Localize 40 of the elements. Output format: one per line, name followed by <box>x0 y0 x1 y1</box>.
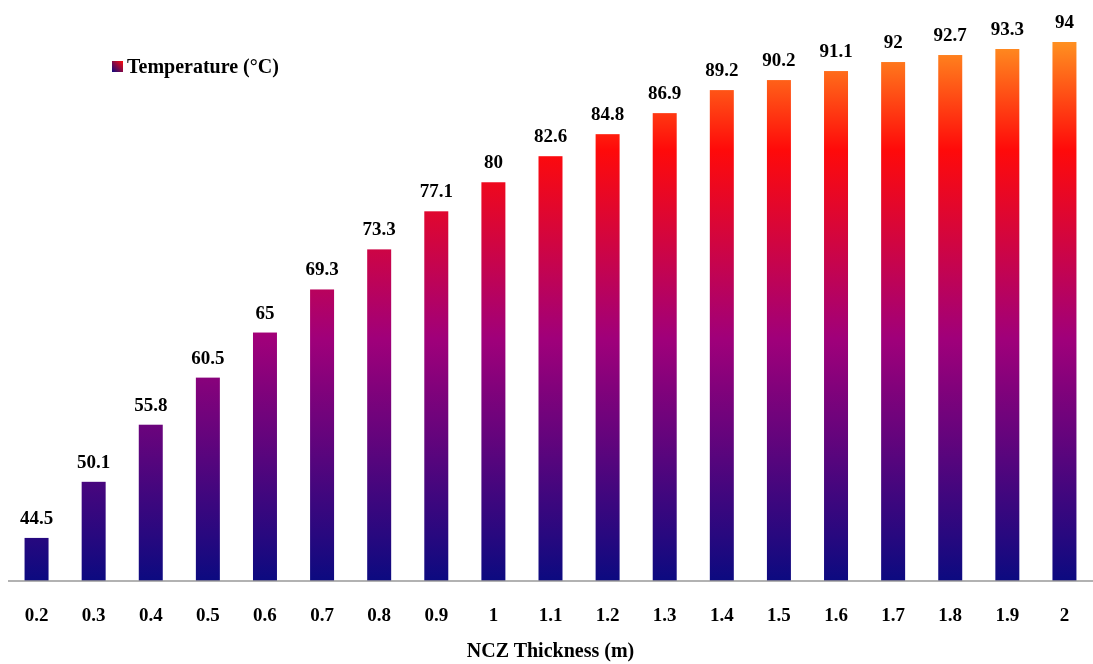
data-label: 44.5 <box>19 506 54 528</box>
x-tick-label: 1.7 <box>881 604 906 625</box>
data-label: 84.8 <box>590 103 625 125</box>
x-tick-label: 0.5 <box>195 604 220 625</box>
x-tick-label: 0.4 <box>138 604 164 625</box>
data-label: 73.3 <box>362 218 396 240</box>
x-tick-label: 1.8 <box>938 604 963 625</box>
x-tick-label: 1 <box>488 604 499 625</box>
data-label: 55.8 <box>134 393 168 415</box>
data-label: 77.1 <box>419 180 453 202</box>
x-tick-label: 0.6 <box>253 604 277 625</box>
data-label: 94 <box>1054 11 1075 32</box>
data-label: 93.3 <box>990 18 1024 40</box>
data-label: 86.9 <box>648 82 682 104</box>
data-label: 65 <box>255 301 275 323</box>
x-tick-label: 1.6 <box>824 604 848 625</box>
legend-label: Temperature (°C) <box>127 55 279 78</box>
x-tick-label: 1.1 <box>538 604 563 625</box>
x-tick-label: 0.9 <box>424 604 449 625</box>
x-tick-label: 1.3 <box>652 604 677 625</box>
x-tick-label: 1.2 <box>595 604 620 625</box>
data-label: 91.1 <box>819 40 853 62</box>
data-label: 89.2 <box>705 59 739 81</box>
data-label: 92.7 <box>933 24 968 46</box>
x-tick-label: 0.8 <box>367 604 392 625</box>
x-tick-label: 0.7 <box>310 604 335 625</box>
data-label: 92 <box>883 31 903 53</box>
data-label: 69.3 <box>305 258 339 280</box>
data-label: 90.2 <box>762 49 796 71</box>
x-tick-label: 0.3 <box>81 604 106 625</box>
x-tick-label: 0.2 <box>24 604 49 625</box>
x-axis-title: NCZ Thickness (m) <box>466 639 635 662</box>
data-label: 82.6 <box>533 125 568 147</box>
x-tick-label: 1.9 <box>995 604 1020 625</box>
data-label: 80 <box>483 151 503 173</box>
data-label: 50.1 <box>77 450 111 472</box>
x-tick-label: 1.4 <box>709 604 735 625</box>
x-tick-label: 1.5 <box>767 604 791 625</box>
x-tick-label: 2 <box>1059 604 1070 625</box>
data-label: 60.5 <box>191 346 225 368</box>
